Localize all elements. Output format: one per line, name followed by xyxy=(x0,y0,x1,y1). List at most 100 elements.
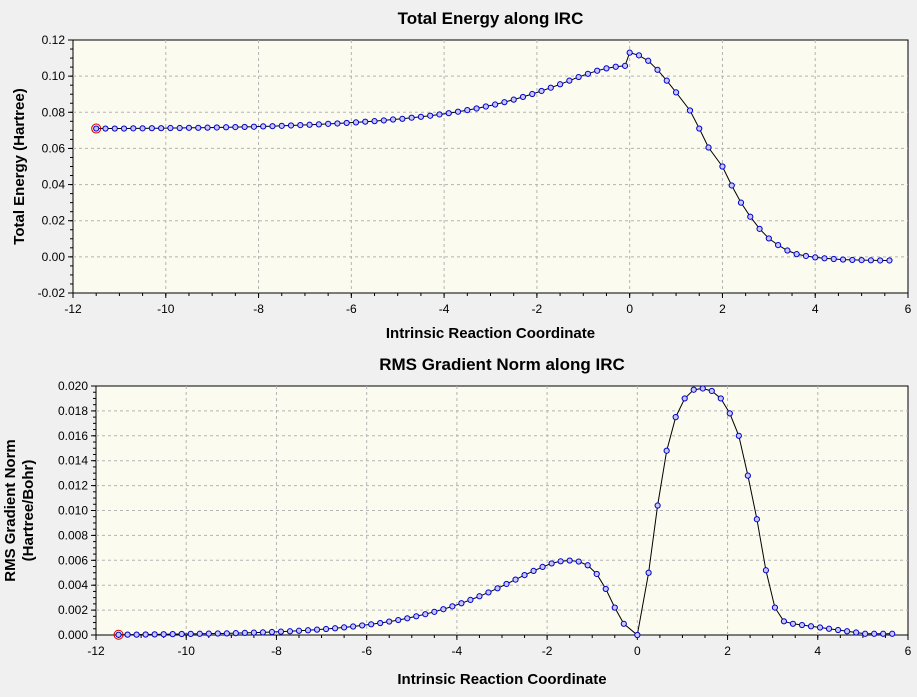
chart-title: RMS Gradient Norm along IRC xyxy=(379,355,625,374)
data-point xyxy=(839,256,847,263)
data-point xyxy=(635,52,643,59)
data-point xyxy=(142,631,149,638)
y-tick-label: 0.010 xyxy=(58,504,88,518)
data-point xyxy=(816,624,824,631)
y-tick-label: 0.02 xyxy=(42,214,66,228)
data-point xyxy=(821,255,828,262)
data-point xyxy=(377,619,384,627)
rms-gradient-chart-svg: -12 -10 -8 -6 -4 -2 0 2 4 6 0.000 0.002 0.004 0.006 0.… xyxy=(2,355,912,688)
data-point xyxy=(654,502,661,509)
data-point xyxy=(784,247,791,254)
data-point xyxy=(445,110,452,117)
data-point xyxy=(521,572,528,579)
data-point xyxy=(427,112,434,119)
current-point-marker xyxy=(91,123,102,134)
data-point xyxy=(313,626,321,633)
data-point xyxy=(102,125,109,132)
data-point xyxy=(719,163,726,170)
data-point xyxy=(512,576,519,583)
data-point xyxy=(802,252,810,260)
data-point xyxy=(286,628,294,635)
x-tick-label: 6 xyxy=(905,302,912,316)
data-point xyxy=(223,630,230,637)
data-point xyxy=(492,101,499,108)
x-tick-label: -10 xyxy=(157,302,175,316)
data-point xyxy=(708,387,715,395)
data-point xyxy=(753,516,760,523)
data-point xyxy=(359,622,366,629)
x-tick-label: 0 xyxy=(626,302,633,316)
x-axis-label: Intrinsic Reaction Coordinate xyxy=(397,671,606,688)
y-tick-label: 0.002 xyxy=(58,603,88,617)
data-point xyxy=(557,558,564,565)
y-tick-label: -0.02 xyxy=(38,286,66,300)
chart-title: Total Energy along IRC xyxy=(398,9,584,28)
y-axis-label: RMS Gradient Norm xyxy=(2,439,19,582)
data-point xyxy=(594,67,601,74)
data-point xyxy=(886,257,893,264)
data-point xyxy=(160,631,167,638)
data-point xyxy=(232,630,239,637)
data-point xyxy=(793,251,800,258)
data-point xyxy=(151,631,158,638)
data-point xyxy=(371,118,378,125)
data-point xyxy=(566,557,573,564)
data-point xyxy=(602,585,609,593)
data-point xyxy=(241,123,248,131)
data-point xyxy=(663,447,670,454)
data-point xyxy=(269,123,276,130)
data-point xyxy=(389,116,397,123)
data-point xyxy=(440,606,447,613)
data-point xyxy=(241,629,248,636)
y-tick-label: 0.04 xyxy=(42,178,66,192)
data-point xyxy=(331,625,339,632)
y-tick-label: 0.06 xyxy=(42,141,66,155)
x-tick-label: -2 xyxy=(532,302,543,316)
data-point xyxy=(747,213,754,220)
x-tick-label: -6 xyxy=(361,644,372,658)
data-point xyxy=(196,630,203,637)
data-point xyxy=(771,604,779,611)
rms-gradient-chart: -12 -10 -8 -6 -4 -2 0 2 4 6 0.000 0.002 0.004 0.006 0.… xyxy=(0,346,917,692)
data-point xyxy=(853,629,860,636)
data-point xyxy=(735,432,742,439)
data-point xyxy=(849,256,856,264)
data-point xyxy=(566,77,573,84)
data-point xyxy=(756,225,763,232)
data-point xyxy=(250,123,258,130)
data-point xyxy=(501,99,508,106)
data-point xyxy=(124,631,131,638)
data-point xyxy=(798,621,806,629)
x-tick-label: -8 xyxy=(271,644,282,658)
x-tick-label: -4 xyxy=(439,302,450,316)
data-point xyxy=(204,124,211,131)
total-energy-chart: -12 -10 -8 -6 -4 -2 0 2 4 6 -0.02 0.00 0.02 0.04 0.06 0… xyxy=(0,0,917,346)
data-point xyxy=(287,122,295,129)
data-point xyxy=(417,113,425,120)
data-point xyxy=(260,123,267,130)
y-tick-label: 0.006 xyxy=(58,553,88,567)
data-point xyxy=(304,627,312,634)
data-point xyxy=(399,115,406,122)
data-point xyxy=(250,629,257,636)
data-point xyxy=(148,125,155,132)
data-point xyxy=(880,630,887,637)
data-point xyxy=(654,66,661,73)
data-point xyxy=(834,626,842,634)
data-point xyxy=(862,630,869,637)
data-point xyxy=(458,600,465,607)
y-axis-label: Total Energy (Hartree) xyxy=(11,88,28,244)
x-tick-label: 6 xyxy=(905,644,912,658)
data-point xyxy=(408,114,415,121)
data-point xyxy=(386,618,393,625)
data-point xyxy=(178,630,185,638)
data-point xyxy=(612,63,619,70)
data-point xyxy=(368,621,375,628)
y-tick-label: 0.000 xyxy=(58,628,88,642)
data-point xyxy=(352,119,360,126)
y-tick-label: 0.00 xyxy=(42,250,66,264)
data-point xyxy=(111,125,118,132)
data-point xyxy=(877,257,884,264)
x-tick-label: 2 xyxy=(724,644,731,658)
data-point xyxy=(413,613,420,620)
